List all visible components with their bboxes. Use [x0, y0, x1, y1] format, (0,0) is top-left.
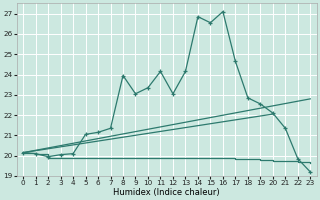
X-axis label: Humidex (Indice chaleur): Humidex (Indice chaleur)	[113, 188, 220, 197]
